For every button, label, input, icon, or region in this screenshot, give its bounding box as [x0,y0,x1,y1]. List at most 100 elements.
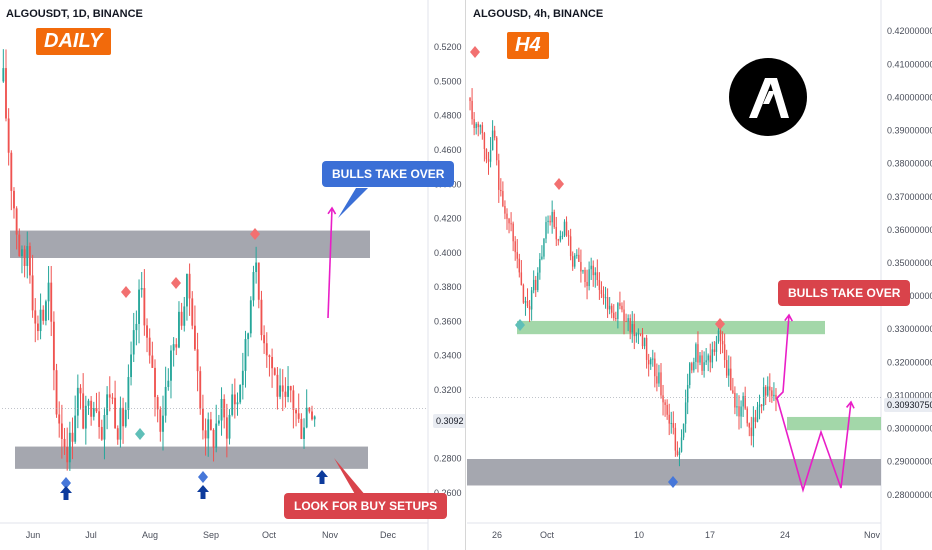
candle-body [627,318,629,322]
candle-body [725,360,728,376]
candle-body [260,299,263,336]
candle-body [736,406,738,408]
candle-body [662,395,664,403]
candle-body [18,234,21,257]
candle-body [151,355,154,368]
candle-body [619,303,621,306]
candle-body [209,419,212,430]
candle-body [682,423,685,438]
candle-body [191,298,194,326]
candle-body [127,377,130,410]
y-tick-label: 0.39000000 [887,126,932,136]
candle-body [615,318,617,320]
candle-body [132,330,135,355]
candle-body [95,408,98,412]
candle-body [656,376,658,384]
candle-body [252,272,255,301]
candle-body [555,226,557,240]
candle-body [526,301,529,307]
candle-body [481,125,484,134]
candle-body [255,262,258,273]
candle-body [580,261,582,272]
candle-body [752,417,755,437]
candle-body [672,422,675,428]
candle-body [592,265,594,276]
candle-body [496,137,498,161]
candle-body [42,309,45,321]
y-tick-label: 0.5000 [434,76,462,86]
candle-body [172,344,175,351]
candle-body [767,386,769,396]
candle-body [271,356,274,369]
candle-body [512,223,514,242]
candle-body [508,218,510,224]
candle-body [119,407,122,440]
candle-body [87,400,90,406]
candle-body [537,272,539,291]
y-tick-label: 0.2600 [434,488,462,498]
sell-signal-diamond-icon [554,178,564,190]
candle-body [34,310,37,324]
candle-body [236,402,239,405]
sell-signal-diamond-icon [250,228,260,240]
x-tick-label: Sep [203,530,219,540]
x-tick-label: Nov [864,530,881,540]
h4-resistance-zone [517,320,825,335]
candle-body [84,405,87,429]
candle-body [47,282,50,302]
candle-body [135,323,138,331]
y-tick-label: 0.29000000 [887,457,932,467]
candle-body [39,309,42,332]
candle-body [680,437,683,452]
candle-body [186,273,188,307]
up-arrow-icon [316,470,328,484]
candle-body [249,300,252,334]
h4-retest-zone [787,416,881,431]
candle-body [590,265,592,270]
candle-body [276,374,279,397]
buy-signal-diamond-icon [515,319,525,331]
projected-bullish-arrow [776,314,790,399]
candle-body [225,417,228,439]
candle-body [228,414,231,439]
candle-body [475,123,477,129]
candle-body [641,333,644,347]
candle-body [576,254,578,256]
candle-body [760,404,763,406]
y-tick-label: 0.33000000 [887,324,932,334]
candle-body [518,258,521,273]
x-tick-label: 24 [780,530,790,540]
x-tick-label: Oct [262,530,277,540]
candle-body [730,368,732,391]
candle-body [498,160,500,190]
candle-body [292,390,295,410]
candle-body [98,411,101,427]
y-tick-label: 0.38000000 [887,159,932,169]
candle-body [76,387,79,416]
candle-body [574,255,576,267]
candle-body [167,380,170,387]
candle-body [557,239,560,241]
candle-body [124,409,127,427]
algorand-logo-icon [729,58,807,136]
candle-body [493,130,496,138]
h4-timeframe-badge: H4 [507,32,549,59]
callout-pointer [334,458,366,496]
candle-body [524,301,527,303]
candle-body [539,259,541,273]
x-tick-label: 26 [492,530,502,540]
candle-body [305,407,308,428]
candle-body [491,130,494,151]
candle-body [691,363,693,371]
candle-body [265,343,268,356]
candle-body [193,325,196,350]
candle-body [308,407,311,412]
candle-body [617,303,619,319]
y-tick-label: 0.4600 [434,145,462,155]
candle-body [754,417,757,422]
candle-body [543,238,545,257]
candle-body [287,386,289,397]
candle-body [268,355,271,357]
candle-body [571,256,574,267]
candle-body [709,355,711,363]
